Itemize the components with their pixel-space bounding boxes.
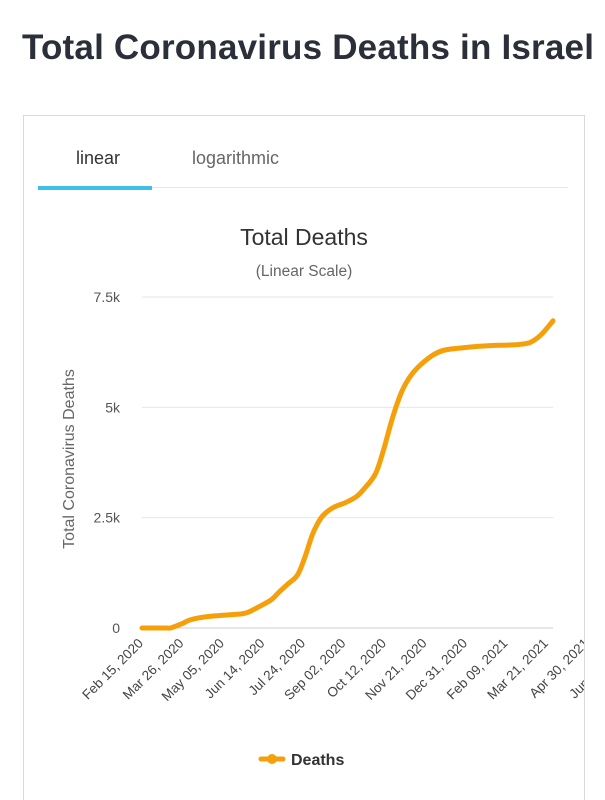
y-tick-label: 0 bbox=[112, 620, 120, 636]
chart-title: Total Deaths bbox=[240, 224, 368, 250]
legend-label-deaths: Deaths bbox=[291, 752, 344, 769]
y-tick-label: 2.5k bbox=[94, 510, 121, 526]
chart-subtitle: (Linear Scale) bbox=[256, 263, 353, 280]
y-axis-label: Total Coronavirus Deaths bbox=[61, 369, 78, 549]
tab-linear[interactable]: linear bbox=[76, 148, 121, 168]
tab-logarithmic[interactable]: logarithmic bbox=[192, 148, 280, 168]
deaths-series-line bbox=[139, 318, 556, 631]
scale-tabs: linear logarithmic bbox=[38, 136, 568, 190]
chart-card: linear logarithmic Total Deaths (Linear … bbox=[23, 115, 585, 800]
y-tick-label: 5k bbox=[105, 399, 121, 415]
y-tick-label: 7.5k bbox=[94, 289, 121, 305]
page-title: Total Coronavirus Deaths in Israel bbox=[22, 28, 595, 67]
active-tab-indicator bbox=[38, 186, 152, 190]
legend-swatch-dot bbox=[267, 754, 277, 764]
legend[interactable]: Deaths bbox=[258, 752, 344, 769]
chart-svg: Total Deaths (Linear Scale) Total Corona… bbox=[61, 224, 584, 769]
